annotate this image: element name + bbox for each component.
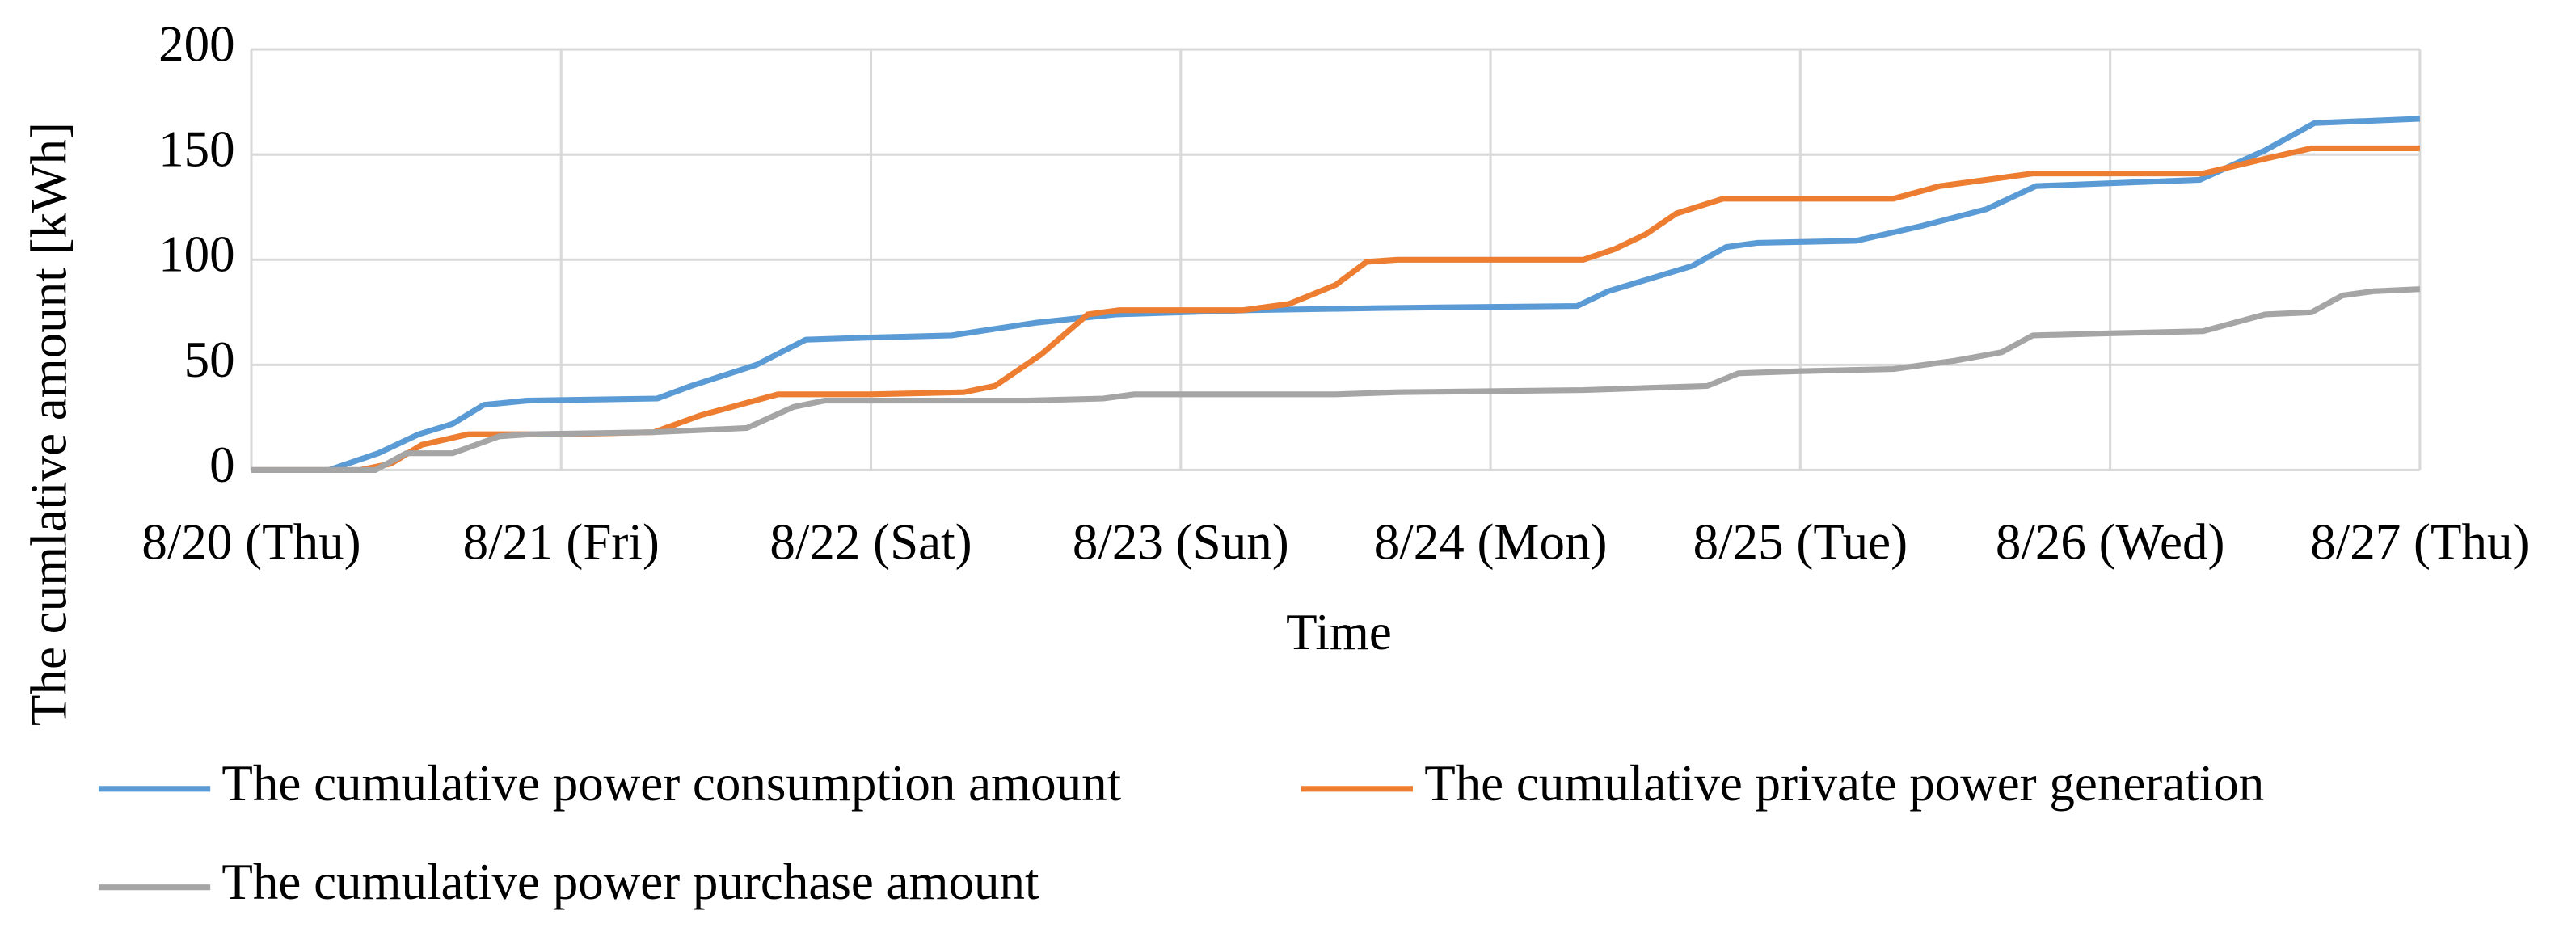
legend-label: The cumulative private power generation (1424, 755, 2264, 812)
y-tick-label: 200 (158, 16, 235, 73)
x-tick-label: 8/25 (Tue) (1693, 513, 1908, 570)
y-tick-label: 0 (209, 437, 235, 493)
x-tick-label: 8/24 (Mon) (1374, 513, 1608, 570)
legend-label: The cumulative power purchase amount (221, 854, 1039, 910)
x-tick-label: 8/26 (Wed) (1996, 513, 2225, 570)
x-tick-label: 8/22 (Sat) (769, 513, 972, 570)
legend-label: The cumulative power consumption amount (221, 755, 1121, 812)
y-tick-label: 150 (158, 121, 235, 178)
y-axis-label: The cumlative amount [kWh] (21, 122, 78, 726)
series-line (251, 286, 2421, 474)
x-tick-label: 8/21 (Fri) (463, 513, 660, 570)
x-tick-label: 8/20 (Thu) (141, 513, 360, 570)
x-tick-label: 8/23 (Sun) (1073, 513, 1289, 570)
y-tick-label: 50 (184, 331, 235, 388)
x-tick-label: 8/27 (Thu) (2310, 513, 2529, 570)
x-axis-label: Time (1286, 604, 1392, 660)
y-tick-label: 100 (158, 226, 235, 283)
